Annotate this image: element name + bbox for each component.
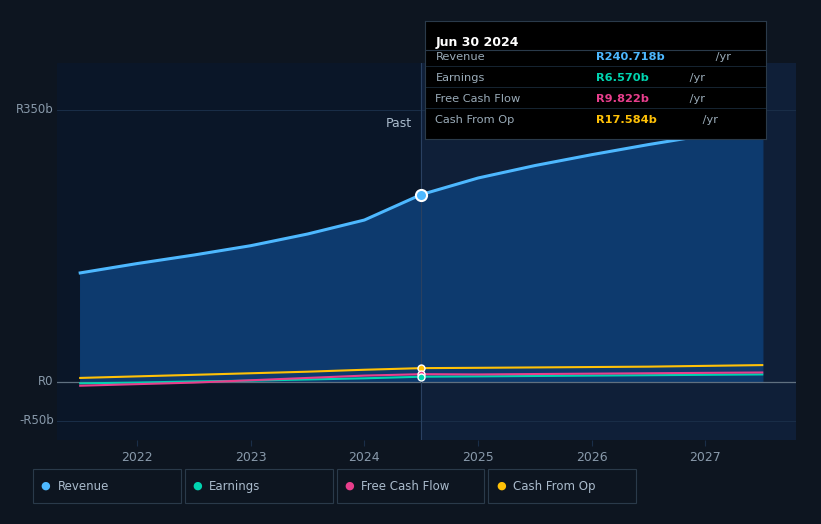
Text: Cash From Op: Cash From Op bbox=[513, 479, 595, 493]
Text: /yr: /yr bbox=[712, 52, 732, 62]
Text: Earnings: Earnings bbox=[435, 73, 485, 83]
Text: ●: ● bbox=[344, 481, 354, 491]
Text: R9.822b: R9.822b bbox=[596, 94, 649, 104]
Text: /yr: /yr bbox=[699, 115, 718, 125]
Text: Analysts Forecasts: Analysts Forecasts bbox=[430, 117, 547, 130]
Text: R240.718b: R240.718b bbox=[596, 52, 664, 62]
Text: R17.584b: R17.584b bbox=[596, 115, 657, 125]
Text: ●: ● bbox=[192, 481, 202, 491]
Text: ●: ● bbox=[496, 481, 506, 491]
Bar bbox=[421, 63, 796, 440]
Text: /yr: /yr bbox=[686, 73, 705, 83]
Text: /yr: /yr bbox=[686, 94, 705, 104]
Text: Free Cash Flow: Free Cash Flow bbox=[361, 479, 450, 493]
Text: R0: R0 bbox=[39, 375, 54, 388]
Text: Earnings: Earnings bbox=[209, 479, 261, 493]
Text: ●: ● bbox=[40, 481, 50, 491]
Text: Revenue: Revenue bbox=[57, 479, 109, 493]
Text: R350b: R350b bbox=[16, 103, 54, 116]
Text: Jun 30 2024: Jun 30 2024 bbox=[435, 36, 519, 49]
Text: Revenue: Revenue bbox=[435, 52, 485, 62]
Text: R6.570b: R6.570b bbox=[596, 73, 649, 83]
Text: Cash From Op: Cash From Op bbox=[435, 115, 515, 125]
Bar bbox=[57, 63, 421, 440]
Text: -R50b: -R50b bbox=[19, 414, 54, 427]
Text: Past: Past bbox=[386, 117, 412, 130]
Text: Free Cash Flow: Free Cash Flow bbox=[435, 94, 521, 104]
